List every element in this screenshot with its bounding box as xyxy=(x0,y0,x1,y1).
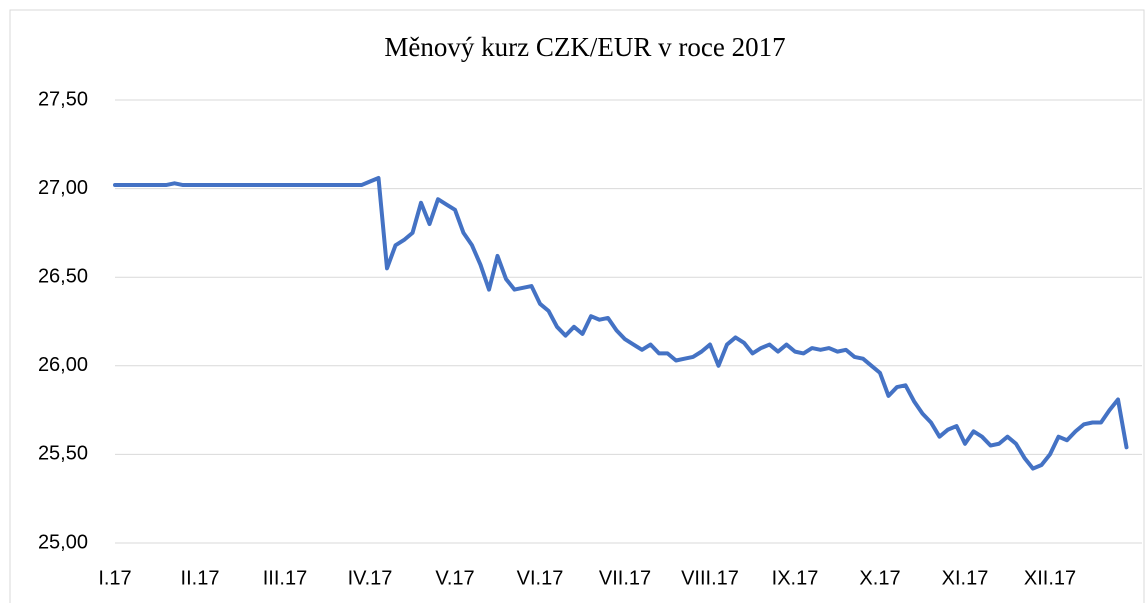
y-tick-label: 27,50 xyxy=(38,88,88,110)
x-tick-label: III.17 xyxy=(263,567,307,589)
x-tick-label: VII.17 xyxy=(599,567,651,589)
x-tick-label: VI.17 xyxy=(517,567,564,589)
data-line xyxy=(113,175,1129,471)
x-tick-label: IV.17 xyxy=(348,567,393,589)
x-tick-label: II.17 xyxy=(181,567,220,589)
y-tick-label: 26,00 xyxy=(38,354,88,376)
x-tick-label: XI.17 xyxy=(942,567,989,589)
y-tick-label: 27,00 xyxy=(38,177,88,199)
y-tick-label: 25,50 xyxy=(38,443,88,465)
chart-frame xyxy=(9,9,1145,603)
x-tick-label: VIII.17 xyxy=(681,567,739,589)
x-tick-label: IX.17 xyxy=(772,567,819,589)
x-tick-label: I.17 xyxy=(98,567,131,589)
x-tick-label: XII.17 xyxy=(1024,567,1076,589)
y-tick-label: 26,50 xyxy=(38,265,88,287)
x-tick-label: X.17 xyxy=(859,567,900,589)
x-tick-label: V.17 xyxy=(435,567,474,589)
y-tick-label: 25,00 xyxy=(38,531,88,553)
chart-title: Měnový kurz CZK/EUR v roce 2017 xyxy=(384,32,785,62)
